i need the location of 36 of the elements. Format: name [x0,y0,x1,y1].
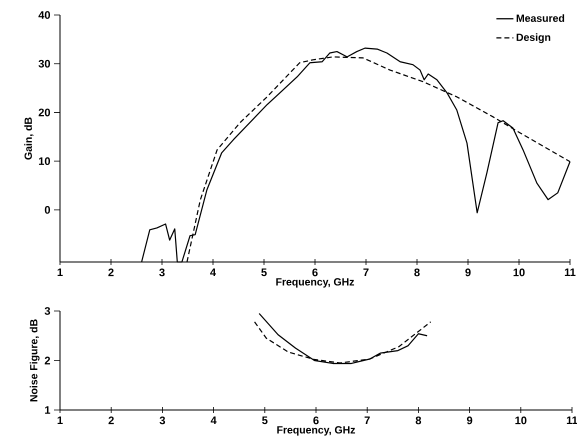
legend-label: Measured [516,14,564,22]
x-tick-label: 8 [416,416,422,424]
y-tick-label: 3 [44,307,50,315]
x-tick-label: 8 [414,268,420,276]
x-tick-label: 5 [261,268,267,276]
x-tick-label: 5 [262,416,268,424]
y-axis-title: Gain, dB [24,117,34,160]
x-tick-label: 2 [108,416,114,424]
legend-label: Design [516,33,550,44]
y-axis-title: Noise Figure, dB [30,319,40,402]
x-tick-label: 4 [210,416,217,424]
x-tick-label: 7 [363,268,369,276]
y-tick-label: 30 [38,60,50,68]
y-tick-label: 0 [44,206,50,214]
x-tick-label: 9 [465,268,471,276]
x-tick-label: 11 [564,268,576,276]
x-tick-label: 1 [58,416,63,424]
x-tick-label: 2 [108,268,114,276]
x-axis-title: Frequency, GHz [276,278,354,288]
y-tick-label: 10 [38,157,50,166]
x-tick-label: 6 [312,268,318,276]
x-tick-label: 1 [58,268,63,276]
y-tick-label: 1 [45,406,50,414]
y-tick-label: 2 [44,356,50,364]
x-tick-label: 11 [566,416,577,424]
x-tick-label: 9 [466,416,472,424]
x-tick-label: 10 [515,416,526,424]
x-tick-label: 3 [159,268,165,276]
x-axis-title: Frequency, GHz [277,426,356,436]
y-tick-label: 40 [38,11,50,19]
x-tick-label: 6 [313,416,319,424]
x-tick-label: 3 [160,416,166,424]
x-tick-label: 10 [514,268,525,276]
x-tick-label: 4 [210,268,216,276]
x-tick-label: 7 [364,416,370,424]
y-tick-label: 20 [38,108,50,116]
